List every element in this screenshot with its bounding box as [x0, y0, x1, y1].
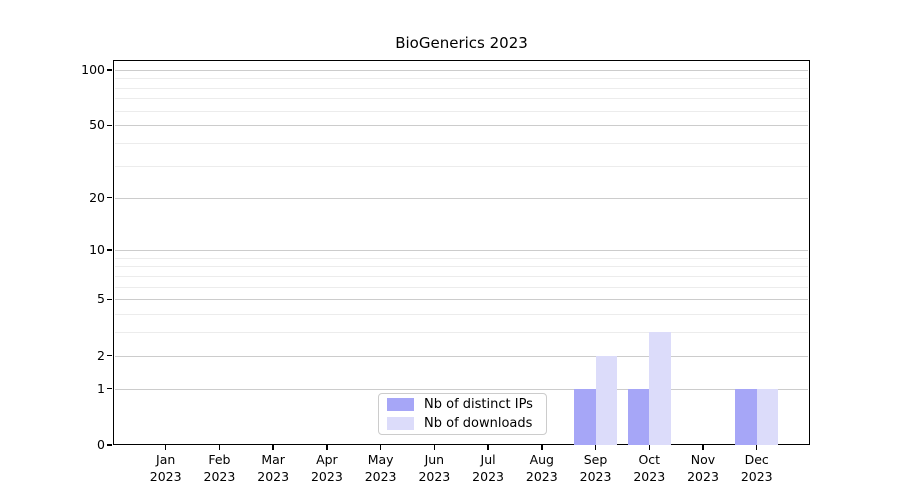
x-tick-label: Nov 2023: [687, 452, 719, 484]
y-tick-label: 2: [97, 347, 105, 363]
gridline-major: [115, 69, 808, 71]
bar-downloads: [649, 332, 671, 445]
x-tick-mark: [218, 445, 221, 450]
gridline-minor: [115, 143, 808, 145]
gridline-major: [115, 355, 808, 357]
y-tick-label: 1: [97, 380, 105, 396]
gridline-major: [115, 388, 808, 390]
gridline-minor: [115, 78, 808, 80]
gridline-major: [115, 250, 808, 252]
y-tick-label: 50: [89, 117, 105, 133]
x-tick-mark: [379, 445, 382, 450]
bar-downloads: [756, 388, 779, 445]
x-tick-mark: [648, 445, 651, 450]
x-tick-mark: [594, 445, 597, 450]
bar-distinct-ips: [627, 388, 650, 445]
y-tick-label: 10: [89, 242, 105, 258]
x-tick-label: Feb 2023: [203, 452, 236, 484]
x-tick-label: Mar 2023: [257, 452, 290, 484]
gridline-major: [115, 125, 808, 127]
gridline-minor: [115, 165, 808, 167]
y-tick-mark: [107, 249, 112, 251]
x-tick-mark: [755, 445, 758, 450]
gridline-minor: [115, 332, 808, 334]
x-tick-label: Apr 2023: [310, 452, 343, 484]
y-tick-mark: [107, 124, 112, 127]
y-tick-label: 5: [97, 291, 105, 307]
x-tick-label: Jan 2023: [149, 452, 182, 484]
legend-label-distinct-ips: Nb of distinct IPs: [424, 397, 533, 412]
x-tick-label: Jul 2023: [472, 452, 504, 484]
gridline-minor: [115, 98, 808, 100]
x-tick-label: Aug 2023: [525, 452, 558, 484]
gridline-minor: [115, 286, 808, 288]
gridline-minor: [115, 275, 808, 277]
gridline-major: [115, 197, 808, 199]
chart-title: BioGenerics 2023: [395, 34, 528, 52]
y-tick-mark: [107, 298, 112, 301]
gridline-minor: [115, 314, 808, 316]
x-tick-mark: [702, 445, 704, 450]
x-tick-mark: [487, 445, 489, 450]
x-tick-mark: [433, 445, 436, 450]
plot-area: [113, 60, 810, 445]
y-tick-mark: [107, 196, 112, 199]
y-tick-label: 20: [89, 189, 105, 205]
bar-distinct-ips: [574, 388, 596, 445]
y-tick-label: 100: [81, 61, 105, 77]
gridline-minor: [115, 87, 808, 89]
x-tick-label: Jun 2023: [418, 452, 451, 484]
x-tick-mark: [541, 445, 543, 450]
x-tick-label: Sep 2023: [579, 452, 612, 484]
gridline-major: [115, 299, 808, 301]
legend-item-distinct-ips: Nb of distinct IPs: [387, 397, 538, 412]
legend-swatch-downloads: [387, 417, 414, 430]
legend-item-downloads: Nb of downloads: [387, 416, 538, 431]
x-tick-label: Dec 2023: [740, 452, 773, 484]
legend-label-downloads: Nb of downloads: [424, 416, 533, 431]
bar-distinct-ips: [735, 388, 757, 445]
y-tick-mark: [107, 354, 112, 357]
x-tick-label: Oct 2023: [633, 452, 666, 484]
y-tick-mark: [107, 69, 112, 71]
y-tick-mark: [107, 444, 112, 446]
x-tick-mark: [164, 445, 167, 450]
legend-swatch-distinct-ips: [387, 398, 414, 411]
gridline-minor: [115, 266, 808, 268]
y-tick-mark: [107, 387, 112, 390]
y-tick-label: 0: [97, 437, 105, 452]
x-tick-mark: [272, 445, 274, 450]
bar-downloads: [595, 355, 618, 445]
gridline-minor: [115, 257, 808, 259]
x-tick-label: May 2023: [364, 452, 397, 484]
gridline-minor: [115, 110, 808, 112]
x-tick-mark: [326, 445, 328, 450]
legend: Nb of distinct IPs Nb of downloads: [378, 393, 547, 435]
